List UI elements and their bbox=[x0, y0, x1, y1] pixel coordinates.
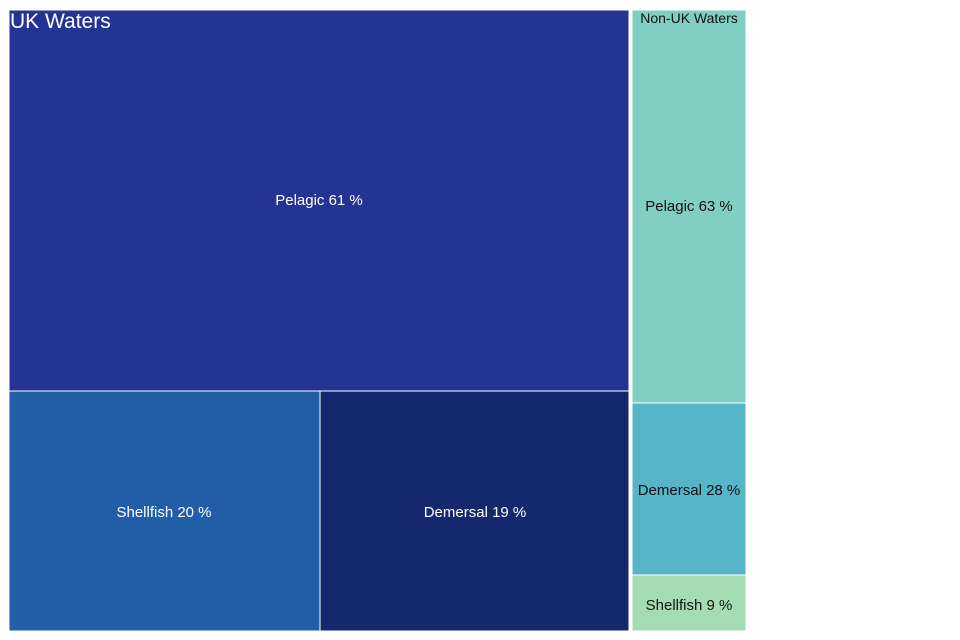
tile-label-non-uk-pelagic: Pelagic 63 % bbox=[645, 198, 733, 215]
tile-label-uk-pelagic: Pelagic 61 % bbox=[275, 192, 363, 209]
tile-uk-pelagic bbox=[8, 9, 630, 392]
group-non-uk-waters: Non-UK Waters Pelagic 63 % Demersal 28 %… bbox=[631, 9, 747, 632]
tile-uk-shellfish bbox=[8, 390, 321, 632]
group-label-non-uk-waters: Non-UK Waters bbox=[640, 10, 738, 26]
tile-non-uk-demersal bbox=[631, 402, 747, 576]
tile-label-non-uk-demersal: Demersal 28 % bbox=[638, 482, 741, 499]
tile-non-uk-pelagic bbox=[631, 9, 747, 404]
tile-label-non-uk-shellfish: Shellfish 9 % bbox=[646, 597, 733, 614]
tile-label-uk-demersal: Demersal 19 % bbox=[424, 504, 527, 521]
group-uk-waters: UK Waters Pelagic 61 % Shellfish 20 % De… bbox=[8, 9, 630, 632]
group-label-uk-waters: UK Waters bbox=[10, 10, 111, 33]
tile-non-uk-shellfish bbox=[631, 574, 747, 632]
tile-uk-demersal bbox=[319, 390, 630, 632]
tile-label-uk-shellfish: Shellfish 20 % bbox=[116, 504, 211, 521]
